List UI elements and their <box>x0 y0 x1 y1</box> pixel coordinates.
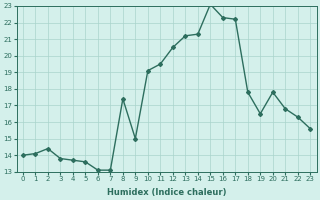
X-axis label: Humidex (Indice chaleur): Humidex (Indice chaleur) <box>107 188 226 197</box>
